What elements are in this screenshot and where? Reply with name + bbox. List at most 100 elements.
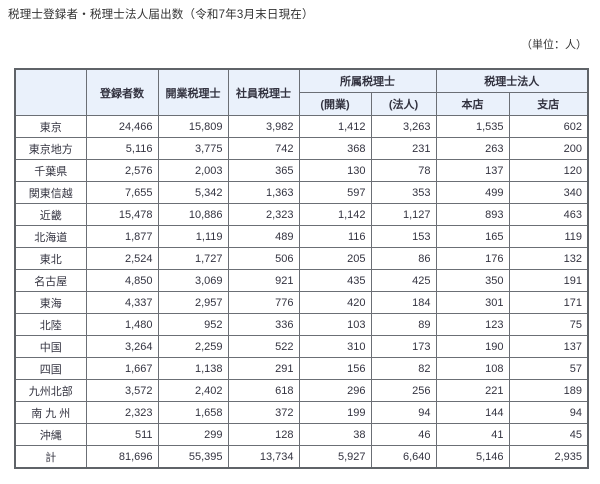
cell-value: 176 xyxy=(435,247,510,270)
row-label: 四国 xyxy=(14,357,87,380)
cell-value: 506 xyxy=(227,247,300,270)
table-row: 千葉県 2,576 2,003 365 130 78 137 120 xyxy=(14,159,589,182)
cell-value: 4,337 xyxy=(85,291,159,314)
cell-value: 5,927 xyxy=(298,445,372,469)
cell-value: 6,640 xyxy=(370,445,437,469)
cell-value: 3,263 xyxy=(370,115,437,138)
group-header-corporation: 税理士法人 xyxy=(435,68,589,93)
cell-value: 137 xyxy=(508,335,589,358)
cell-value: 435 xyxy=(298,269,372,292)
cell-value: 82 xyxy=(370,357,437,380)
table-row: 名古屋 4,850 3,069 921 435 425 350 191 xyxy=(14,269,589,292)
cell-value: 296 xyxy=(298,379,372,402)
cell-value: 75 xyxy=(508,313,589,336)
table-row: 沖縄 511 299 128 38 46 41 45 xyxy=(14,423,589,446)
cell-value: 2,003 xyxy=(157,159,229,182)
cell-value: 256 xyxy=(370,379,437,402)
row-label: 東北 xyxy=(14,247,87,270)
table-row: 関東信越 7,655 5,342 1,363 597 353 499 340 xyxy=(14,181,589,204)
cell-value: 2,323 xyxy=(85,401,159,424)
cell-value: 291 xyxy=(227,357,300,380)
cell-value: 2,323 xyxy=(227,203,300,226)
cell-value: 94 xyxy=(508,401,589,424)
cell-value: 1,142 xyxy=(298,203,372,226)
cell-value: 156 xyxy=(298,357,372,380)
cell-value: 952 xyxy=(157,313,229,336)
table-header: 登録者数 開業税理士 社員税理士 所属税理士 税理士法人 (開業) (法人) 本… xyxy=(14,68,589,116)
cell-value: 2,524 xyxy=(85,247,159,270)
cell-value: 116 xyxy=(298,225,372,248)
cell-value: 336 xyxy=(227,313,300,336)
cell-value: 5,342 xyxy=(157,181,229,204)
table-body: 東京 24,466 15,809 3,982 1,412 3,263 1,535 602 東京地… xyxy=(14,115,589,469)
cell-value: 618 xyxy=(227,379,300,402)
cell-value: 108 xyxy=(435,357,510,380)
cell-value: 499 xyxy=(435,181,510,204)
cell-value: 365 xyxy=(227,159,300,182)
cell-value: 15,809 xyxy=(157,115,229,138)
cell-value: 310 xyxy=(298,335,372,358)
cell-value: 3,775 xyxy=(157,137,229,160)
row-label: 南 九 州 xyxy=(14,401,87,424)
cell-value: 353 xyxy=(370,181,437,204)
cell-value: 171 xyxy=(508,291,589,314)
cell-value: 3,982 xyxy=(227,115,300,138)
row-label: 北海道 xyxy=(14,225,87,248)
cell-value: 299 xyxy=(157,423,229,446)
cell-value: 340 xyxy=(508,181,589,204)
table-row: 四国 1,667 1,138 291 156 82 108 57 xyxy=(14,357,589,380)
cell-value: 1,658 xyxy=(157,401,229,424)
row-label: 計 xyxy=(14,445,87,469)
row-label: 北陸 xyxy=(14,313,87,336)
cell-value: 1,412 xyxy=(298,115,372,138)
cell-value: 137 xyxy=(435,159,510,182)
row-label: 東京地方 xyxy=(14,137,87,160)
cell-value: 776 xyxy=(227,291,300,314)
cell-value: 165 xyxy=(435,225,510,248)
cell-value: 2,935 xyxy=(508,445,589,469)
cell-value: 1,138 xyxy=(157,357,229,380)
header-row-subcolumns: (開業) (法人) 本店 支店 xyxy=(15,92,589,116)
cell-value: 4,850 xyxy=(85,269,159,292)
sub-header-affiliated-corporation: (法人) xyxy=(370,92,437,116)
cell-value: 13,734 xyxy=(227,445,300,469)
table-row: 南 九 州 2,323 1,658 372 199 94 144 94 xyxy=(14,401,589,424)
cell-value: 81,696 xyxy=(85,445,159,469)
page-title: 税理士登録者・税理士法人届出数（令和7年3月末日現在） xyxy=(8,9,314,21)
cell-value: 130 xyxy=(298,159,372,182)
cell-value: 199 xyxy=(298,401,372,424)
cell-value: 921 xyxy=(227,269,300,292)
cell-value: 489 xyxy=(227,225,300,248)
cell-value: 5,116 xyxy=(85,137,159,160)
col-header-registered: 登録者数 xyxy=(85,68,159,116)
row-label: 沖縄 xyxy=(14,423,87,446)
cell-value: 1,667 xyxy=(85,357,159,380)
cell-value: 2,402 xyxy=(157,379,229,402)
cell-value: 231 xyxy=(370,137,437,160)
table-row: 東京 24,466 15,809 3,982 1,412 3,263 1,535 602 xyxy=(14,115,589,138)
cell-value: 103 xyxy=(298,313,372,336)
cell-value: 41 xyxy=(435,423,510,446)
cell-value: 190 xyxy=(435,335,510,358)
sub-header-head-office: 本店 xyxy=(435,92,510,116)
unit-label: （単位：人） xyxy=(521,39,587,51)
cell-value: 602 xyxy=(508,115,589,138)
cell-value: 78 xyxy=(370,159,437,182)
cell-value: 123 xyxy=(435,313,510,336)
cell-value: 350 xyxy=(435,269,510,292)
cell-value: 2,259 xyxy=(157,335,229,358)
cell-value: 263 xyxy=(435,137,510,160)
table-row: 九州北部 3,572 2,402 618 296 256 221 189 xyxy=(14,379,589,402)
cell-value: 368 xyxy=(298,137,372,160)
cell-value: 3,069 xyxy=(157,269,229,292)
cell-value: 221 xyxy=(435,379,510,402)
table-row: 東北 2,524 1,727 506 205 86 176 132 xyxy=(14,247,589,270)
corner-cell xyxy=(14,68,87,116)
cell-value: 119 xyxy=(508,225,589,248)
cell-value: 57 xyxy=(508,357,589,380)
cell-value: 2,576 xyxy=(85,159,159,182)
cell-value: 301 xyxy=(435,291,510,314)
row-label: 近畿 xyxy=(14,203,87,226)
group-header-affiliated: 所属税理士 xyxy=(298,68,437,93)
